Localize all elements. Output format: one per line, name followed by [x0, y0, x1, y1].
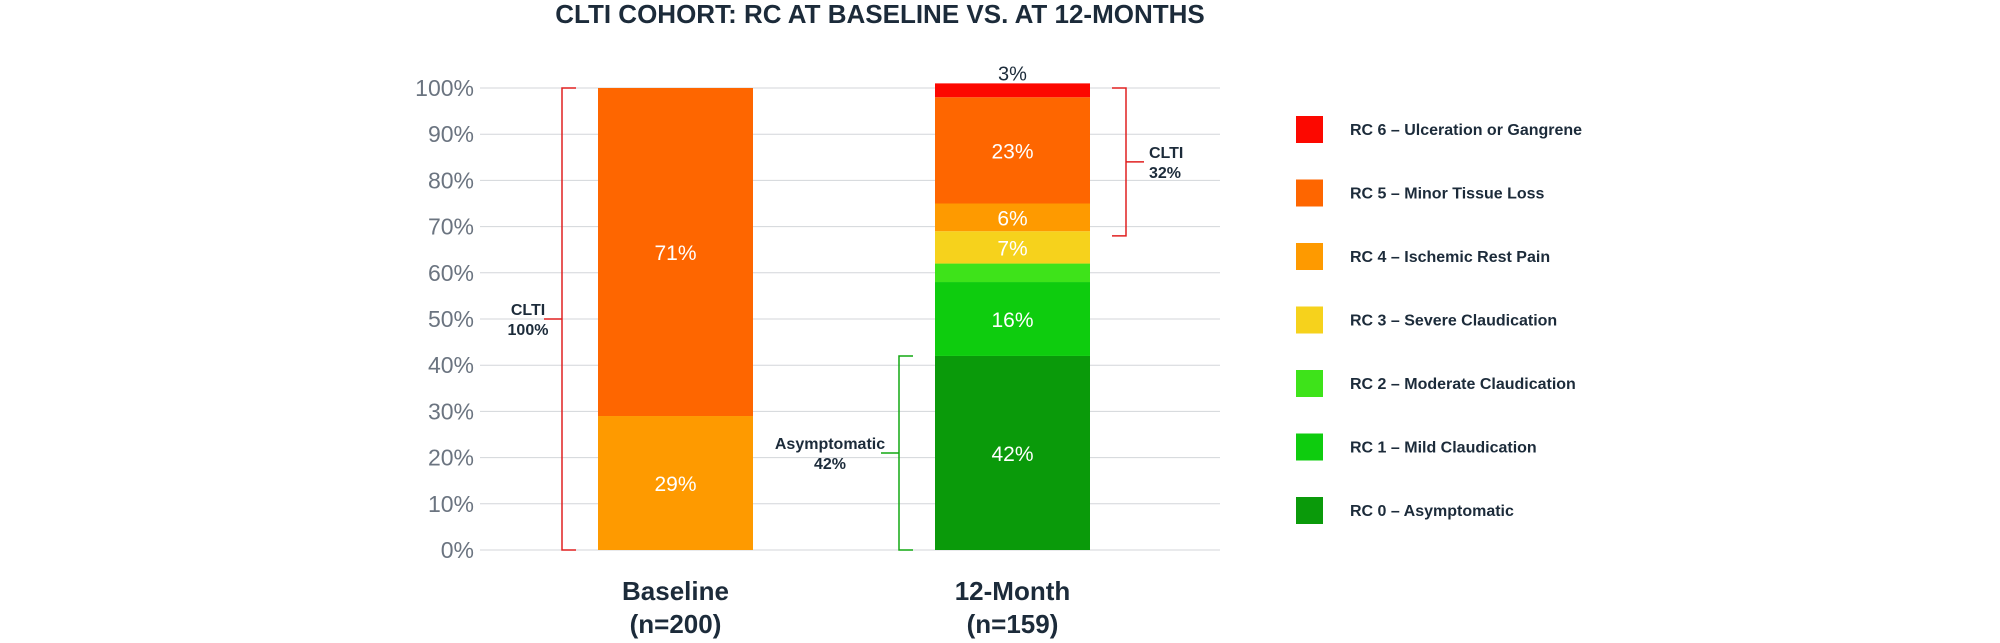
x-axis: Baseline(n=200) 12-Month(n=159) [622, 576, 1070, 639]
bracket-clti_12m [1112, 87, 1144, 237]
y-tick-label: 50% [428, 306, 474, 332]
y-tick-label: 60% [428, 260, 474, 286]
legend-label-rc6: RC 6 – Ulceration or Gangrene [1350, 122, 1582, 139]
annotation-value: 100% [508, 322, 549, 339]
legend-label-rc1: RC 1 – Mild Claudication [1350, 440, 1537, 457]
y-tick-label: 40% [428, 352, 474, 378]
legend-swatch-rc1 [1296, 433, 1323, 461]
legend-swatch-rc2 [1296, 370, 1323, 397]
legend-label-rc0: RC 0 – Asymptomatic [1350, 503, 1514, 520]
data-label: 29% [654, 473, 696, 496]
y-tick-label: 80% [428, 167, 474, 193]
bar-segment-rc4 [598, 416, 753, 550]
data-label: 23% [991, 140, 1033, 163]
data-label: 6% [997, 207, 1027, 230]
bar-segment-rc0 [935, 355, 1090, 550]
annotations: CLTI 100% Asymptomatic 42% CLTI 32% [508, 87, 1183, 551]
y-tick-label: 100% [415, 75, 474, 101]
legend-label-rc2: RC 2 – Moderate Claudication [1350, 376, 1576, 393]
legend-swatch-rc5 [1296, 179, 1323, 207]
annotation-label: Asymptomatic [775, 436, 885, 453]
y-tick-label: 20% [428, 445, 474, 471]
y-axis: 0% 10% 20% 30% 40% 50% 60% 70% 80% 90% 100% [415, 75, 474, 563]
x-category-label: Baseline [622, 576, 729, 606]
bar-segment-rc5 [935, 97, 1090, 204]
legend-swatch-rc4 [1296, 243, 1323, 270]
bars: 29%71%42%16%4%7%6%23%3% [598, 63, 1090, 550]
y-tick-label: 30% [428, 398, 474, 424]
data-label: 71% [654, 242, 696, 265]
bracket-clti_baseline [544, 87, 576, 551]
bar-segment-rc2 [935, 263, 1090, 283]
gridlines [480, 87, 1220, 551]
x-category-sample-size: (n=200) [630, 609, 722, 639]
data-label: 16% [991, 309, 1033, 332]
legend-swatch-rc6 [1296, 116, 1323, 143]
annotation-value: 42% [814, 456, 846, 473]
y-tick-label: 0% [441, 537, 474, 563]
legend-label-rc5: RC 5 – Minor Tissue Loss [1350, 186, 1545, 203]
annotation-value: 32% [1149, 165, 1181, 182]
data-label: 42% [991, 443, 1033, 466]
bar-segment-rc5 [598, 88, 753, 417]
x-category-label: 12-Month [955, 576, 1071, 606]
y-tick-label: 10% [428, 491, 474, 517]
legend-swatch-rc3 [1296, 306, 1323, 334]
legend-swatch-rc0 [1296, 497, 1323, 524]
legend-label-rc3: RC 3 – Severe Claudication [1350, 313, 1557, 330]
bar-segment-rc6 [935, 83, 1090, 98]
y-tick-label: 90% [428, 121, 474, 147]
bracket-asym_12m [881, 355, 913, 551]
x-category-sample-size: (n=159) [967, 609, 1059, 639]
data-label: 3% [998, 63, 1027, 85]
y-tick-label: 70% [428, 214, 474, 240]
legend-label-rc4: RC 4 – Ischemic Rest Pain [1350, 249, 1550, 266]
bar-segment-rc1 [935, 282, 1090, 356]
data-label: 7% [997, 237, 1027, 260]
annotation-label: CLTI [511, 302, 545, 319]
chart-title: CLTI COHORT: RC AT BASELINE VS. AT 12-MO… [555, 0, 1205, 29]
bar-segment-rc3 [935, 231, 1090, 264]
annotation-label: CLTI [1149, 145, 1183, 162]
legend: RC 6 – Ulceration or Gangrene RC 5 – Mino… [1296, 116, 1582, 524]
bar-segment-rc4 [935, 203, 1090, 232]
